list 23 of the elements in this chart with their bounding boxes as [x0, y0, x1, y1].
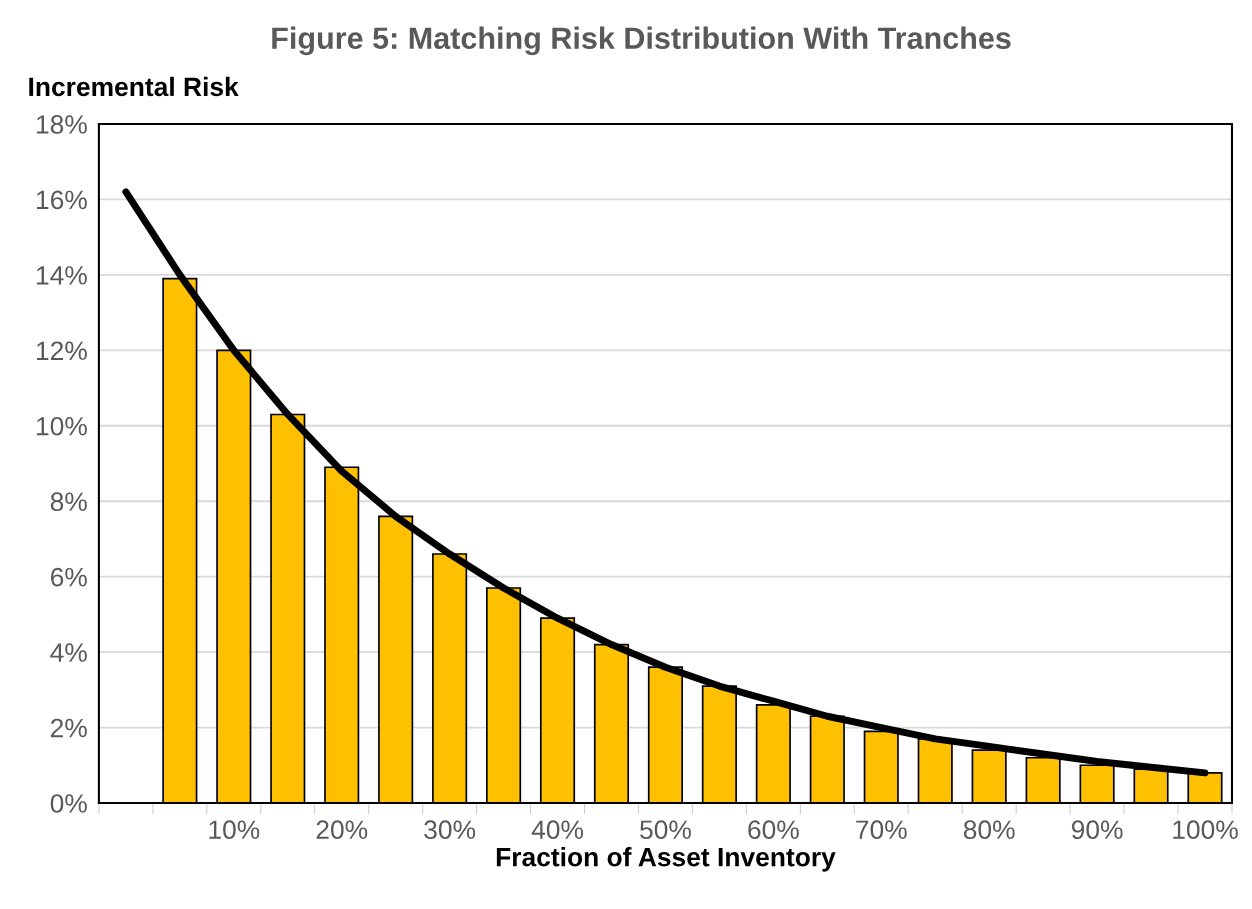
y-axis-title: Incremental Risk — [29, 76, 239, 97]
y-tick-label: 16% — [36, 190, 87, 210]
x-tick-label: 90% — [1071, 820, 1123, 840]
y-tick-label: 18% — [36, 115, 87, 134]
y-tick-label: 0% — [50, 794, 87, 813]
x-tick-label: 40% — [531, 820, 583, 840]
x-tick-label: 50% — [640, 820, 691, 840]
x-tick-label: 100% — [1173, 820, 1238, 840]
y-tick-label: 6% — [51, 567, 87, 587]
x-tick-label: 20% — [316, 820, 368, 840]
y-tick-label: 10% — [36, 416, 87, 436]
y-tick-label: 2% — [50, 718, 87, 738]
chart-title: Figure 5: Matching Risk Distribution With Tranches — [272, 26, 1011, 56]
x-axis-title: Fraction of Asset Inventory — [496, 847, 836, 872]
y-tick-label: 8% — [50, 492, 87, 512]
y-tick-label: 4% — [50, 643, 87, 662]
x-tick-label: 60% — [748, 820, 799, 840]
x-tick-label: 80% — [963, 820, 1015, 840]
x-tick-label: 70% — [856, 820, 907, 840]
x-tick-label: 30% — [424, 820, 476, 840]
x-tick-label: 10% — [209, 820, 260, 840]
y-tick-label: 12% — [36, 341, 87, 361]
y-tick-label: 14% — [36, 266, 87, 285]
